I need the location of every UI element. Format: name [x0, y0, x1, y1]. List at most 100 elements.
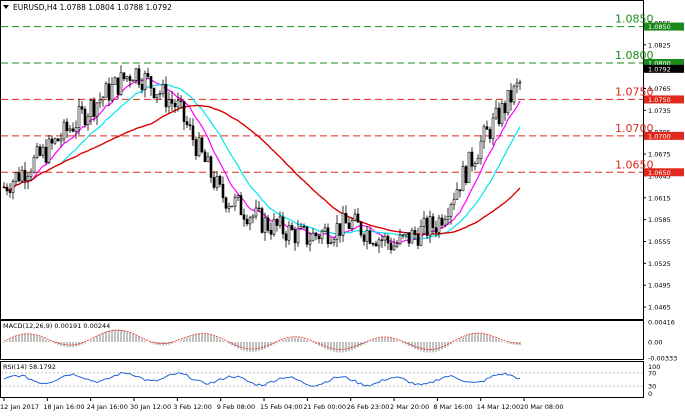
moving-average-line: [3, 104, 521, 235]
candle-body: [335, 223, 339, 240]
level-label-1.0850: 1.0850: [615, 13, 654, 26]
candle-body: [179, 100, 183, 102]
candle-body: [2, 186, 6, 188]
level-label-1.0650: 1.0650: [615, 158, 654, 171]
candle-body: [464, 166, 468, 183]
price-axis-label: 1.0615: [648, 194, 671, 202]
candle-body: [386, 235, 390, 244]
candle-body: [455, 189, 459, 200]
price-axis-label: 1.0675: [648, 151, 671, 159]
candle-body: [398, 234, 402, 245]
candle-body: [101, 96, 105, 101]
candle-body: [224, 197, 228, 209]
candle-body: [11, 181, 15, 193]
candle-body: [161, 83, 165, 94]
candle-body: [290, 225, 294, 231]
level-label-1.0800: 1.0800: [615, 49, 654, 62]
price-tag-bg: [644, 64, 684, 73]
candle-body: [413, 230, 417, 235]
candle-body: [110, 84, 114, 101]
candle-body: [461, 166, 465, 192]
date-axis-label: 14 Mar 12:00: [477, 403, 520, 411]
candle-body: [362, 234, 366, 242]
candle-body: [356, 213, 360, 223]
candle-body: [107, 83, 111, 101]
candle-body: [116, 77, 120, 95]
candle-body: [251, 215, 255, 219]
date-axis-label: 21 Feb 00:00: [303, 403, 346, 411]
candle-body: [419, 226, 423, 246]
candle-body: [308, 240, 312, 245]
candle-body: [392, 245, 396, 251]
candle-body: [32, 156, 36, 173]
candle-body: [437, 217, 441, 233]
candle-body: [347, 222, 351, 230]
candle-body: [269, 230, 273, 235]
macd-axis-label: 0.00416: [648, 319, 675, 327]
candle-body: [383, 235, 387, 241]
candle-body: [293, 229, 297, 244]
candle-body: [230, 205, 234, 208]
price-axis-label: 1.0495: [648, 282, 671, 290]
candle-body: [86, 116, 90, 125]
candle-body: [401, 234, 405, 236]
candle-body: [59, 138, 63, 142]
date-axis-label: 30 Jan 12:00: [130, 403, 171, 411]
candle-body: [434, 227, 438, 233]
candle-body: [368, 230, 372, 244]
candle-body: [221, 184, 225, 199]
rsi-label: RSI(14) 58.1792: [3, 363, 56, 371]
candle-body: [296, 227, 300, 244]
candle-body: [332, 239, 336, 243]
price-tag-1.0650: 1.0650: [648, 169, 671, 177]
candle-body: [431, 216, 435, 228]
candle-body: [353, 213, 357, 221]
candle-body: [212, 177, 216, 188]
candle-body: [188, 124, 192, 127]
candle-body: [344, 212, 348, 224]
candle-body: [254, 207, 258, 217]
candle-body: [287, 225, 291, 241]
rsi-line: [3, 371, 521, 387]
macd-signal-line: [3, 329, 521, 350]
price-tag-1.0700: 1.0700: [648, 132, 671, 140]
candle-body: [311, 232, 315, 242]
candle-body: [53, 138, 57, 144]
candle-body: [302, 226, 306, 228]
candle-body: [281, 216, 285, 235]
candle-body: [215, 175, 219, 188]
candle-body: [359, 222, 363, 236]
candle-body: [14, 172, 18, 182]
moving-average-line: [3, 83, 521, 241]
date-axis-label: 26 Feb 23:00: [347, 403, 390, 411]
candle-body: [80, 106, 84, 110]
candle-body: [329, 242, 333, 244]
candle-body: [473, 163, 477, 167]
candle-body: [428, 216, 432, 236]
candle-body: [458, 189, 462, 192]
candle-body: [104, 83, 108, 98]
price-tag-bg: [644, 168, 684, 177]
candle-body: [341, 212, 345, 236]
candle-body: [206, 156, 210, 163]
price-axis-label: 1.0555: [648, 238, 671, 246]
candle-body: [260, 208, 264, 233]
candle-body: [152, 87, 156, 99]
candle-body: [263, 217, 267, 233]
candle-body: [41, 146, 45, 156]
candle-body: [71, 128, 75, 132]
candle-body: [479, 140, 483, 159]
date-axis-label: 12 Jan 2017: [0, 403, 39, 411]
candle-body: [170, 99, 174, 104]
triangle-down-icon[interactable]: [3, 5, 9, 9]
candle-body: [509, 90, 513, 103]
candle-body: [305, 226, 309, 245]
candle-body: [275, 218, 279, 226]
candle-body: [467, 151, 471, 183]
date-axis-label: 18 Jan 16:00: [43, 403, 84, 411]
price-tag-bg: [644, 59, 684, 67]
candle-body: [167, 99, 171, 108]
candle-body: [410, 230, 414, 244]
